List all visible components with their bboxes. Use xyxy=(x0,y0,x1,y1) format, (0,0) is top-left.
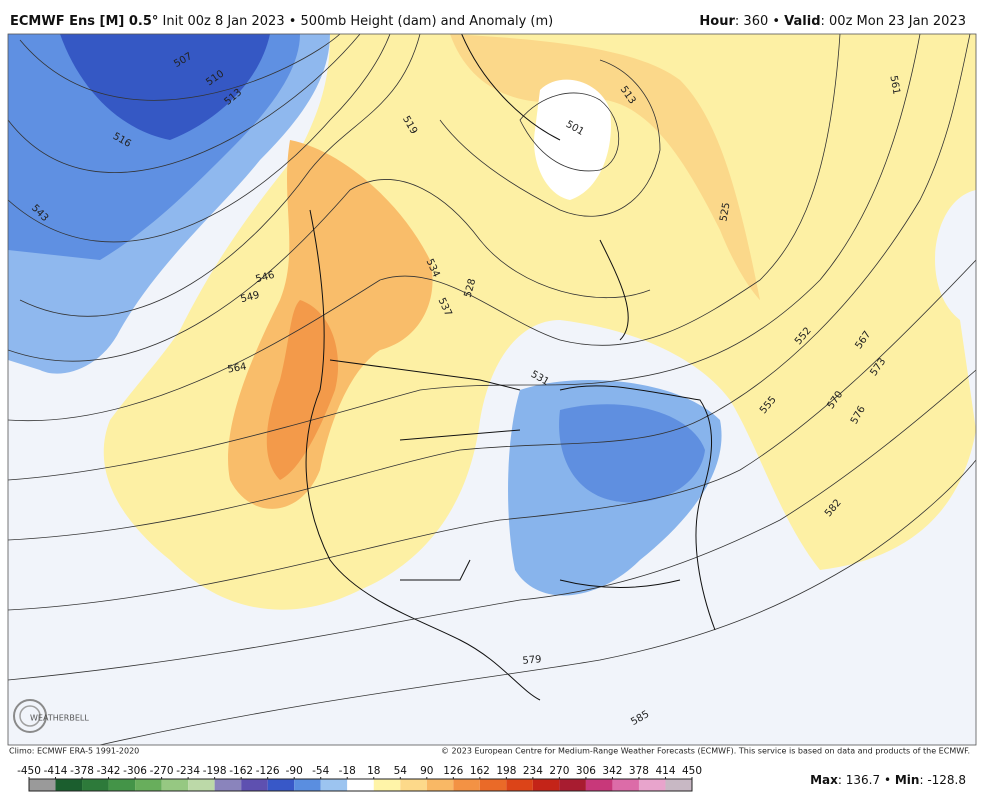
title-rest: Init 00z 8 Jan 2023 • 500mb Height (dam)… xyxy=(163,14,554,29)
colorbar-segment xyxy=(479,779,507,791)
colorbar-segment xyxy=(665,779,692,791)
map-frame xyxy=(7,33,977,746)
colorbar-frame xyxy=(28,778,693,792)
contour-label: 528 xyxy=(463,277,479,298)
colorbar-tick-label: 342 xyxy=(602,765,622,777)
colorbar-segment xyxy=(108,779,136,791)
colorbar-segment xyxy=(55,779,83,791)
colorbar-tick-label: 450 xyxy=(682,765,702,777)
colorbar-segment xyxy=(585,779,613,791)
colorbar-segment xyxy=(161,779,189,791)
colorbar-tick-label: -126 xyxy=(256,765,280,777)
colorbar-tick-label: 306 xyxy=(576,765,596,777)
colorbar-tick-label: -378 xyxy=(70,765,94,777)
colorbar-segment xyxy=(320,779,348,791)
contour-label: 561 xyxy=(887,75,901,96)
colorbar-tick-label: -270 xyxy=(150,765,174,777)
colorbar-tick-label: -342 xyxy=(97,765,121,777)
contour-label: 564 xyxy=(227,361,248,375)
colorbar-tick-label: -234 xyxy=(176,765,200,777)
valid-time: Hour: 360 • Valid: 00z Mon 23 Jan 2023 xyxy=(699,14,966,29)
colorbar-segment xyxy=(426,779,454,791)
colorbar-tick-label: -162 xyxy=(229,765,253,777)
hour-value: : 360 • xyxy=(735,14,784,29)
colorbar-segment xyxy=(373,779,401,791)
anomaly-neutral xyxy=(534,79,611,200)
colorbar-tick-label: -18 xyxy=(339,765,356,777)
colorbar-tick-label: 378 xyxy=(629,765,649,777)
logo-text: WEATHERBELL xyxy=(30,714,89,723)
colorbar-tick-label: 270 xyxy=(549,765,569,777)
contour-label: 549 xyxy=(239,290,260,306)
anomaly-positive xyxy=(266,300,339,480)
valid-value: : 00z Mon 23 Jan 2023 xyxy=(821,14,966,29)
colorbar-segment xyxy=(135,779,162,791)
colorbar-segment xyxy=(29,779,56,791)
colorbar-tick-label: 414 xyxy=(655,765,675,777)
max-label: Max xyxy=(810,773,838,787)
weatherbell-logo: WEATHERBELL xyxy=(13,699,89,733)
colorbar-tick-label: 18 xyxy=(367,765,380,777)
colorbar-segment xyxy=(82,779,109,791)
colorbar-segment xyxy=(638,779,666,791)
colorbar-tick-label: -198 xyxy=(203,765,227,777)
copyright: © 2023 European Centre for Medium-Range … xyxy=(441,747,970,756)
contour-label: 546 xyxy=(254,270,275,286)
colorbar: -450 -414 -378 -342 -306 -270 -234 -198 -162 -126… xyxy=(17,765,702,792)
climo-note: Climo: ECMWF ERA-5 1991-2020 xyxy=(9,747,139,756)
colorbar-segment xyxy=(347,779,374,791)
colorbar-tick-label: 162 xyxy=(470,765,490,777)
colorbar-tick-label: -54 xyxy=(312,765,329,777)
separator: • xyxy=(884,773,891,787)
colorbar-tick-label: -306 xyxy=(123,765,147,777)
min-label: Min xyxy=(895,773,920,787)
colorbar-tick-label: -450 xyxy=(17,765,41,777)
colorbar-tick-label: 234 xyxy=(523,765,543,777)
valid-label: Valid xyxy=(784,14,820,29)
colorbar-tick-label: 90 xyxy=(420,765,433,777)
contour-label: 525 xyxy=(718,202,732,223)
max-value: 136.7 xyxy=(846,773,880,787)
min-value: -128.8 xyxy=(927,773,966,787)
colorbar-tick-label: -414 xyxy=(44,765,68,777)
colorbar-segment xyxy=(267,779,295,791)
colorbar-segment xyxy=(559,779,586,791)
hour-label: Hour xyxy=(699,14,735,29)
colorbar-tick-label: 126 xyxy=(443,765,463,777)
anomaly-positive xyxy=(450,34,760,300)
anomaly-negative xyxy=(60,34,270,140)
colorbar-segment xyxy=(532,779,560,791)
colon: : xyxy=(919,773,927,787)
colon: : xyxy=(838,773,846,787)
colorbar-segment xyxy=(188,779,215,791)
colorbar-segment xyxy=(453,779,480,791)
anomaly-negative xyxy=(559,404,705,503)
colorbar-segment xyxy=(400,779,427,791)
max-min: Max: 136.7 • Min: -128.8 xyxy=(810,773,966,787)
title-bold: ECMWF Ens [M] 0.5° xyxy=(10,14,158,29)
title: ECMWF Ens [M] 0.5° Init 00z 8 Jan 2023 •… xyxy=(10,14,553,29)
colorbar-segment xyxy=(612,779,639,791)
colorbar-segment xyxy=(214,779,242,791)
colorbar-segment xyxy=(294,779,321,791)
colorbar-tick-label: 54 xyxy=(394,765,408,777)
contour-label: 579 xyxy=(522,654,542,667)
colorbar-tick-label: -90 xyxy=(286,765,303,777)
colorbar-segment xyxy=(506,779,533,791)
map: WEATHERBELL 5075105135165435465495645195… xyxy=(8,34,976,745)
colorbar-tick-label: 198 xyxy=(496,765,516,777)
colorbar-segment xyxy=(241,779,268,791)
